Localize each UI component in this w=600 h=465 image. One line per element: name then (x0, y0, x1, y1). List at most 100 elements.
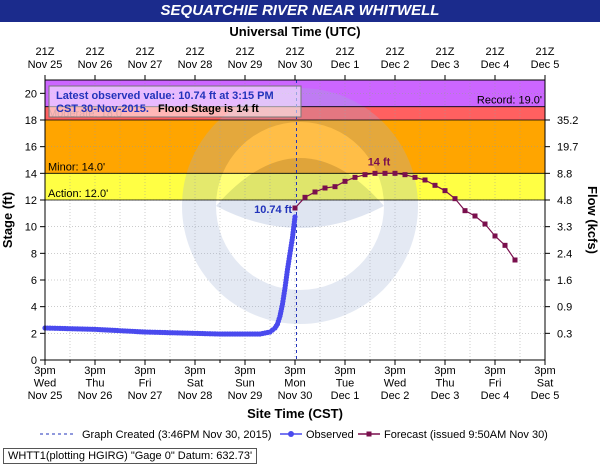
x-tick-label: 3pm (334, 365, 355, 377)
y-tick-label: 18 (25, 115, 37, 127)
x2-tick-label: Nov 27 (128, 59, 163, 71)
forecast-point (402, 172, 408, 178)
x-tick-label: 3pm (84, 365, 105, 377)
y2-tick-label: 3.3 (557, 222, 572, 234)
forecast-point (302, 194, 308, 200)
x2-tick-label: Nov 26 (78, 59, 113, 71)
forecast-point (482, 221, 488, 227)
legend-observed-label: Observed (306, 429, 354, 441)
x-tick-label: Dec 2 (381, 390, 410, 402)
y-tick-label: 14 (25, 168, 37, 180)
forecast-point (432, 182, 438, 188)
x-tick-label: 3pm (284, 365, 305, 377)
band-label-minor: Minor: 14.0' (48, 161, 105, 173)
x-tick-label: Sun (235, 378, 255, 390)
chart-title: SEQUATCHIE RIVER NEAR WHITWELL (0, 0, 600, 22)
forecast-point (362, 172, 368, 178)
x-tick-label: Wed (34, 378, 56, 390)
forecast-point (462, 208, 468, 214)
x2-tick-label: 21Z (86, 46, 105, 58)
annotations: 10.74 ft 14 ft (254, 156, 391, 215)
forecast-point (492, 233, 498, 239)
y-tick-label: 0 (31, 355, 37, 367)
x-tick-label: Tue (336, 378, 355, 390)
y-tick-label: 10 (25, 222, 37, 234)
datum-info: WHTT1(plotting HGIRG) "Gage 0" Datum: 63… (3, 448, 258, 464)
forecast-point (312, 189, 318, 195)
observed-point (292, 214, 298, 220)
x2-tick-label: Dec 3 (431, 59, 460, 71)
forecast-point (472, 213, 478, 219)
x-tick-label: Wed (384, 378, 406, 390)
top-axis-title: Universal Time (UTC) (229, 24, 360, 39)
x2-tick-label: 21Z (336, 46, 355, 58)
legend: Graph Created (3:46PM Nov 30, 2015) Obser… (40, 429, 548, 441)
x-tick-label: Mon (284, 378, 305, 390)
x-tick-label: Thu (436, 378, 455, 390)
y2-tick-label: 2.4 (557, 248, 572, 260)
x2-tick-label: Nov 30 (278, 59, 313, 71)
latest-date-text: CST 30-Nov-2015. (56, 103, 149, 115)
x2-tick-label: 21Z (186, 46, 205, 58)
x2-tick-label: 21Z (536, 46, 555, 58)
x-tick-label: Nov 30 (278, 390, 313, 402)
x-tick-label: Dec 5 (531, 390, 560, 402)
x2-tick-label: Nov 29 (228, 59, 263, 71)
x2-tick-label: 21Z (286, 46, 305, 58)
x-tick-label: 3pm (534, 365, 555, 377)
forecast-point (512, 257, 518, 263)
latest-observed-box: Latest observed value: 10.74 ft at 3:15 … (48, 85, 302, 118)
x-tick-label: 3pm (384, 365, 405, 377)
band-label-record: Record: 19.0' (477, 95, 542, 107)
x2-tick-label: 21Z (386, 46, 405, 58)
x2-tick-label: 21Z (486, 46, 505, 58)
x2-tick-label: 21Z (36, 46, 55, 58)
x2-tick-label: 21Z (236, 46, 255, 58)
legend-forecast-label: Forecast (issued 9:50AM Nov 30) (384, 429, 548, 441)
x-tick-label: Nov 27 (128, 390, 163, 402)
y2-tick-label: 0.3 (557, 328, 572, 340)
x-tick-label: 3pm (34, 365, 55, 377)
legend-created-label: Graph Created (3:46PM Nov 30, 2015) (82, 429, 272, 441)
y-tick-label: 2 (31, 328, 37, 340)
y-tick-label: 12 (25, 195, 37, 207)
y-tick-label: 4 (31, 302, 37, 314)
x2-tick-label: Nov 28 (178, 59, 213, 71)
x-tick-label: Sat (537, 378, 554, 390)
legend-observed-marker (288, 431, 294, 437)
x-tick-label: Nov 26 (78, 390, 113, 402)
x-tick-label: 3pm (434, 365, 455, 377)
band-action (45, 173, 545, 200)
x2-tick-label: Dec 1 (331, 59, 360, 71)
observed-value-label: 10.74 ft (254, 204, 292, 216)
y2-tick-label: 19.7 (557, 142, 578, 154)
x-tick-label: Fri (139, 378, 152, 390)
x2-tick-label: Nov 25 (28, 59, 63, 71)
forecast-point (422, 177, 428, 183)
x2-tick-label: Dec 2 (381, 59, 410, 71)
forecast-point (332, 184, 338, 190)
forecast-point (352, 174, 358, 180)
latest-value-text: Latest observed value: 10.74 ft at 3:15 … (56, 90, 274, 102)
x2-tick-label: Dec 4 (481, 59, 510, 71)
series-layer (42, 170, 518, 337)
y2-tick-label: 35.2 (557, 115, 578, 127)
x-tick-label: 3pm (234, 365, 255, 377)
x-tick-label: Dec 4 (481, 390, 510, 402)
flood-stage-text: Flood Stage is 14 ft (158, 103, 259, 115)
x-tick-label: 3pm (484, 365, 505, 377)
x-tick-label: Thu (86, 378, 105, 390)
forecast-point (452, 196, 458, 202)
y-tick-label: 6 (31, 275, 37, 287)
forecast-point (292, 205, 298, 211)
x2-tick-label: 21Z (136, 46, 155, 58)
forecast-point (382, 170, 388, 176)
forecast-point (502, 242, 508, 248)
y-axis-title: Stage (ft) (0, 192, 15, 248)
x-tick-label: Dec 1 (331, 390, 360, 402)
legend-forecast-marker (366, 431, 372, 437)
forecast-point (342, 178, 348, 184)
forecast-point (372, 170, 378, 176)
